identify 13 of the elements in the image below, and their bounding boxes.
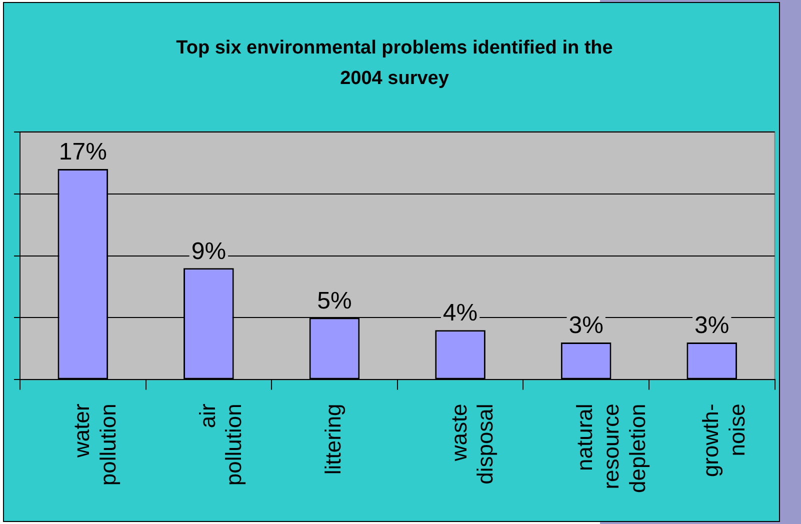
x-tick-label: water pollution bbox=[68, 404, 120, 486]
x-tick-label: littering bbox=[320, 404, 346, 475]
chart-title: Top six environmental problems identified in the 2004 survey bbox=[176, 37, 613, 89]
x-tick-label: waste disposal bbox=[446, 404, 498, 484]
data-label: 9% bbox=[191, 238, 226, 265]
x-tick-label: growth-noise bbox=[698, 404, 750, 478]
data-label: 3% bbox=[694, 312, 730, 340]
x-tick-label: air pollution bbox=[194, 404, 246, 486]
data-label: 3% bbox=[568, 312, 604, 340]
data-label: 4% bbox=[442, 300, 478, 327]
data-label: 17% bbox=[58, 138, 107, 166]
x-tick-label: natural resource depletion bbox=[572, 404, 650, 494]
data-label: 5% bbox=[317, 287, 352, 314]
